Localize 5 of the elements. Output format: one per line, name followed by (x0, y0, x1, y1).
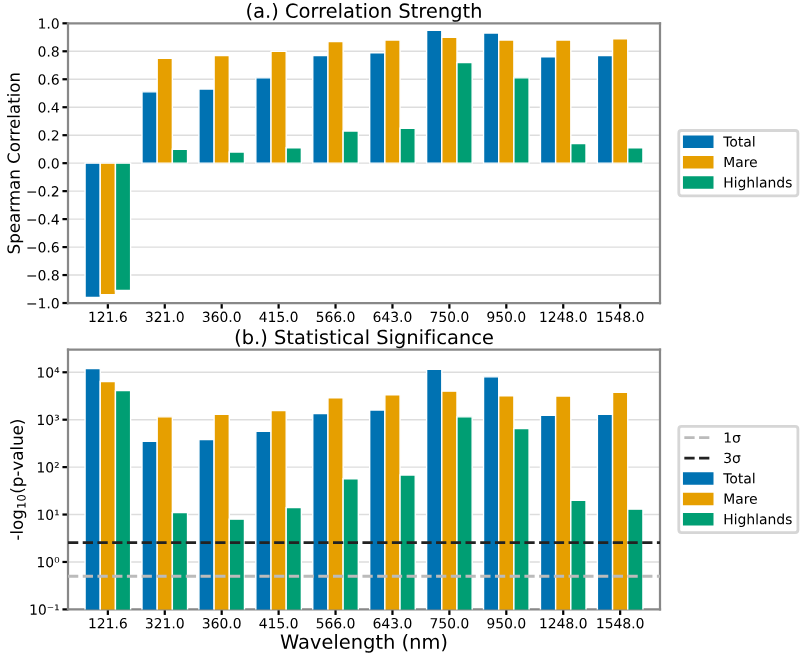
chart-title: (a.) Correlation Strength (247, 2, 481, 22)
y-axis-title: -log$_{10}$(p-value) (10, 420, 27, 540)
x-axis-title: Wavelength (nm) (280, 633, 447, 653)
chart-title: (b.) Statistical Significance (235, 329, 493, 349)
y-axis-title: Spearman Correlation (7, 73, 24, 254)
